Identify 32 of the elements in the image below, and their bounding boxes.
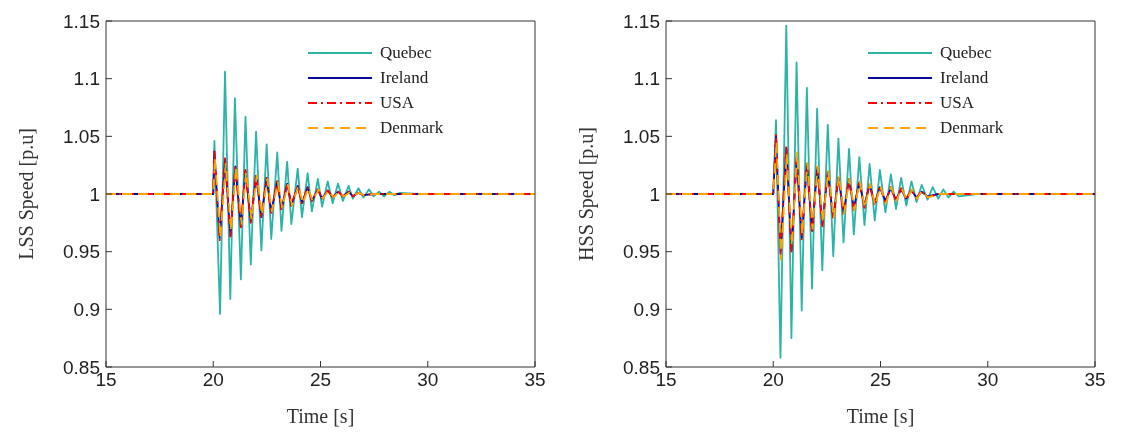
legend-label: USA [380,92,415,113]
y-tick-label: 0.9 [633,299,660,321]
legend-label: Denmark [380,117,444,138]
y-tick-label: 1.05 [63,126,100,148]
y-tick-label: 0.9 [73,299,100,321]
x-axis-title: Time [s] [846,405,915,427]
x-tick-label: 20 [202,369,224,391]
legend-label: Quebec [380,42,432,63]
y-axis-title: HSS Speed [p.u] [575,127,599,261]
x-tick-label: 25 [309,369,332,391]
y-tick-label: 0.95 [623,241,660,263]
legend-label: Ireland [380,67,429,88]
x-tick-label: 35 [1084,369,1106,391]
x-tick-label: 30 [977,369,999,391]
y-tick-label: 0.95 [63,241,100,263]
x-tick-label: 30 [417,369,439,391]
legend-label: Denmark [940,117,1004,138]
y-tick-label: 1 [89,183,100,205]
y-tick-label: 1.05 [623,126,660,148]
x-tick-label: 25 [869,369,892,391]
y-tick-label: 1 [649,183,660,205]
y-axis-title: LSS Speed [p.u] [15,128,39,260]
x-axis-title: Time [s] [286,405,355,427]
legend-label: Quebec [940,42,992,63]
x-tick-label: 20 [762,369,784,391]
x-tick-label: 35 [524,369,546,391]
y-tick-label: 1.1 [633,68,660,90]
y-tick-label: 1.1 [73,68,100,90]
y-tick-label: 1.15 [623,10,660,32]
y-tick-label: 1.15 [63,10,100,32]
legend-label: Ireland [940,67,989,88]
legend-label: USA [940,92,975,113]
